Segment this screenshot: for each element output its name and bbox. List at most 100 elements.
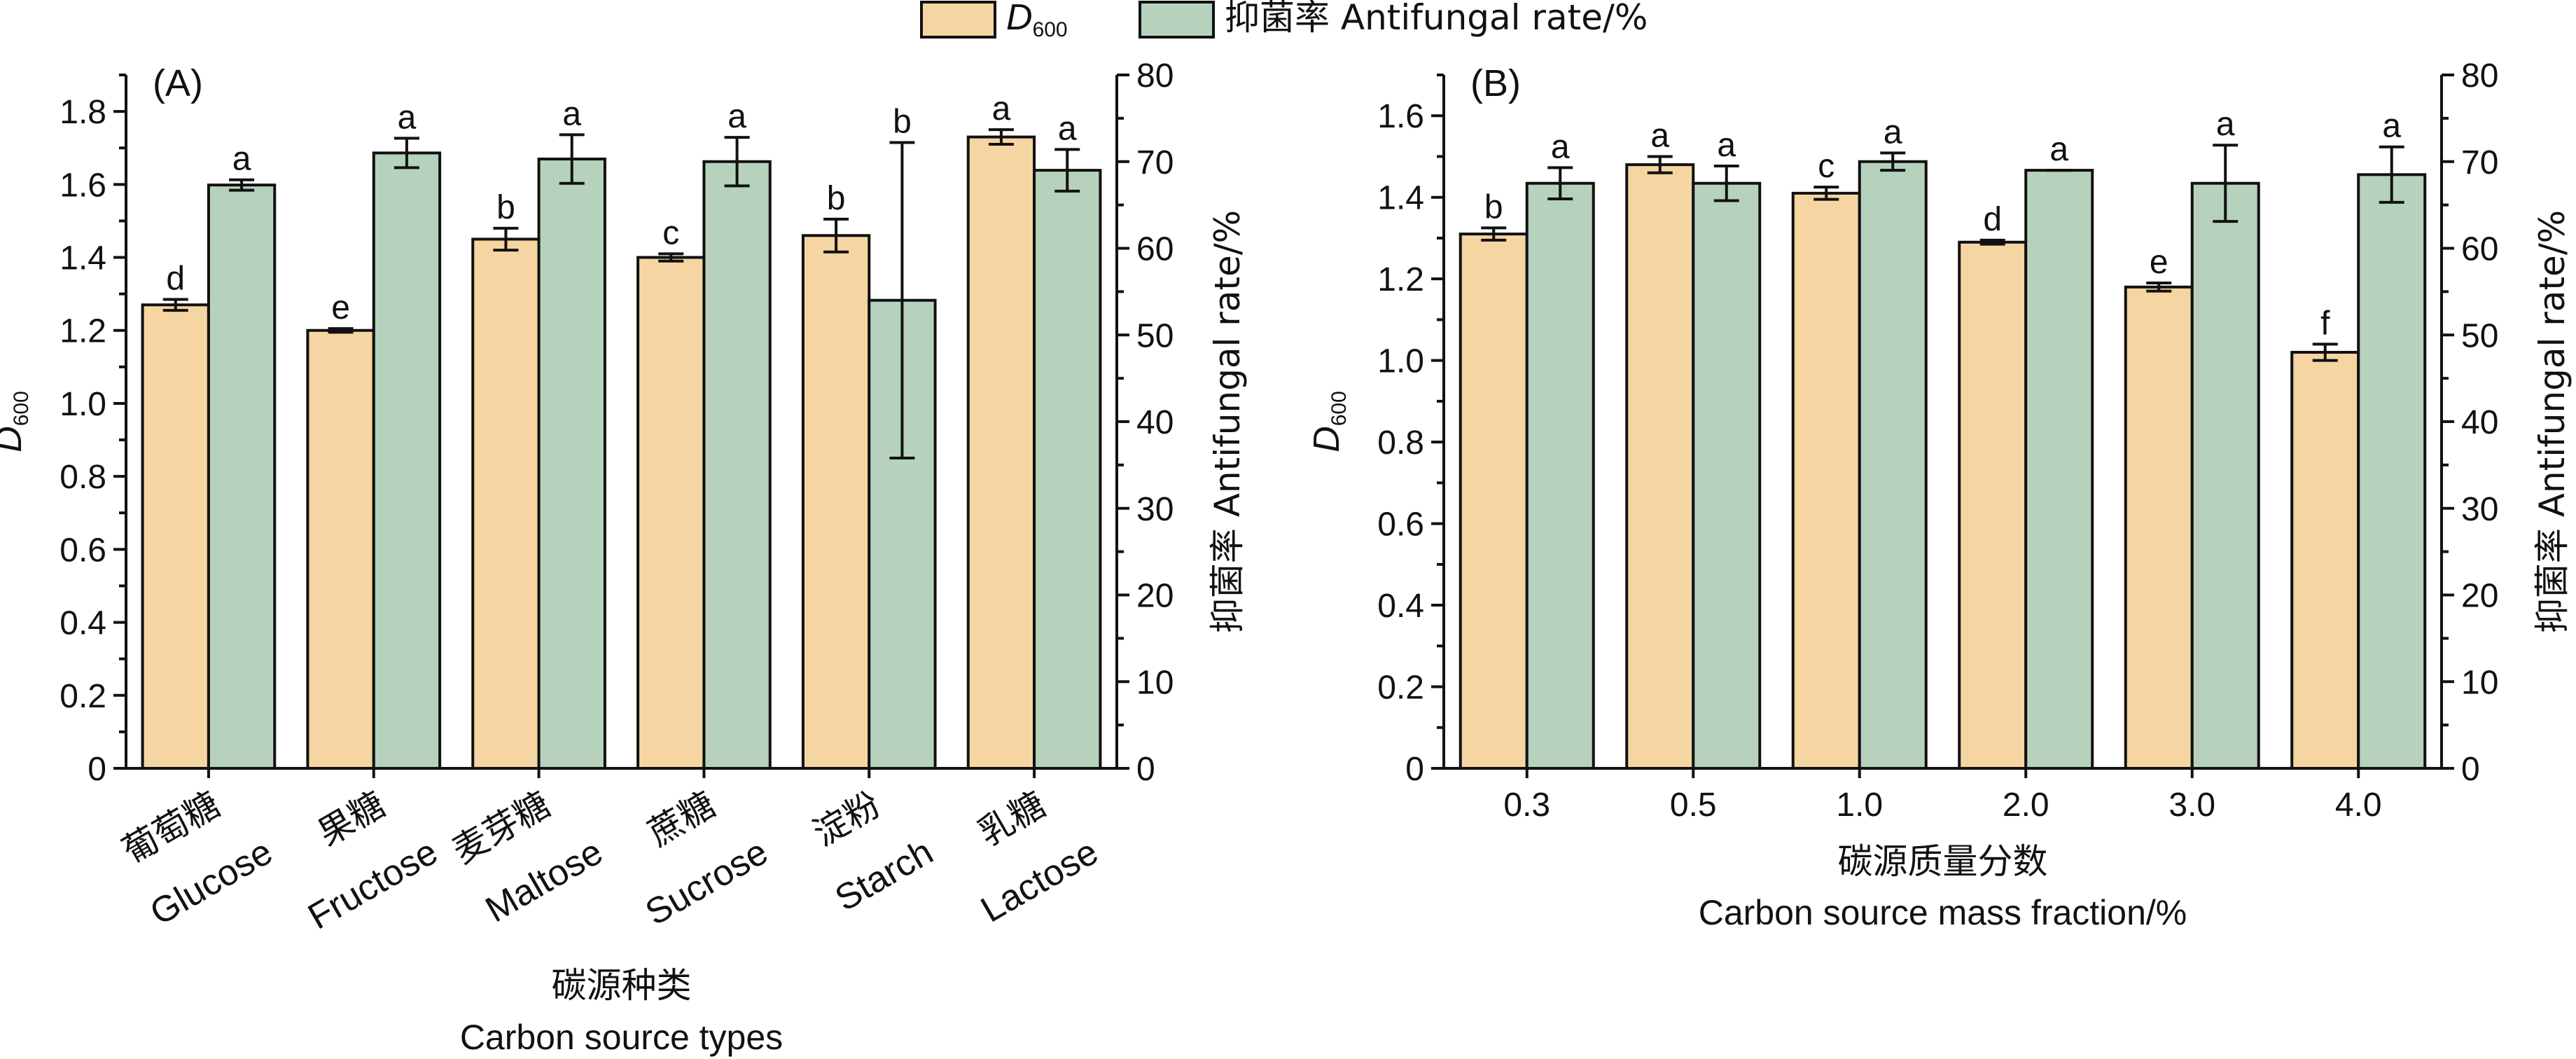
significance-letter: a (2216, 106, 2235, 143)
y-right-axis-label: 抑菌率 Antifungal rate/% (1207, 210, 1248, 633)
y-left-tick-label: 0.2 (1377, 670, 1424, 707)
error-bar-d600-4 (823, 217, 849, 254)
significance-letter: b (827, 180, 846, 217)
panel-a-chart: d e b c b a a a a a b a 0 0.2 0.4 0.6 0.8 1.0 1.2 1.4 1.6 1.8… (0, 57, 1248, 1057)
x-category-label-en: Starch (828, 831, 940, 919)
y-right-tick-label: 80 (1136, 57, 1174, 95)
y-right-tick-label: 40 (2461, 404, 2498, 441)
error-bar-antifungal-5 (1054, 148, 1080, 193)
error-bar-antifungal-2 (1880, 151, 1906, 172)
y-right-tick-label: 30 (2461, 491, 2498, 528)
legend: D600 抑菌率 Antifungal rate/% (920, 0, 1648, 41)
y-left-tick-label: 0.2 (60, 678, 106, 715)
y-right-tick-label: 0 (1136, 751, 1155, 788)
y-right-tick-label: 60 (1136, 231, 1174, 268)
y-right-axis-label: 抑菌率 Antifungal rate/% (2532, 210, 2572, 633)
bar-d600-3 (636, 256, 706, 770)
y-left-tick-label: 1.4 (60, 240, 106, 277)
bar-d600-5 (2290, 351, 2360, 770)
bar-antifungal-3 (702, 160, 772, 770)
y-right-tick-label: 50 (1136, 317, 1174, 354)
y-left-axis-subscript: 600 (1328, 391, 1351, 426)
x-category-label: 2.0 (2003, 787, 2049, 824)
bar-d600-1 (306, 328, 375, 770)
y-left-axis-label: D600 (1307, 391, 1351, 452)
x-axis-label-en: Carbon source types (460, 1018, 783, 1057)
y-left-tick-label: 1.8 (60, 94, 106, 131)
y-left-tick-label: 1.4 (1377, 180, 1424, 217)
bar-antifungal-4 (2190, 181, 2260, 770)
legend-label-antifungal: 抑菌率 Antifungal rate/% (1225, 0, 1648, 38)
bar-d600-1 (1625, 163, 1695, 770)
y-right-tick-label: 40 (1136, 404, 1174, 441)
bar-d600-0 (141, 303, 210, 770)
y-left-tick-label: 1.0 (60, 386, 106, 423)
significance-letter: d (1983, 201, 2002, 238)
y-right-tick-label: 20 (2461, 578, 2498, 615)
significance-letter: c (1818, 148, 1834, 185)
bar-d600-4 (2124, 285, 2194, 770)
y-left-tick-label: 0 (88, 751, 106, 788)
error-bar-antifungal-5 (2379, 145, 2404, 204)
significance-letter: a (727, 98, 746, 135)
bar-d600-0 (1458, 233, 1529, 770)
error-bar-antifungal-1 (394, 137, 419, 169)
bar-antifungal-2 (537, 158, 606, 770)
y-left-axis-subscript: 600 (10, 391, 33, 426)
y-right-tick-label: 30 (1136, 491, 1174, 528)
bar-d600-4 (801, 234, 871, 770)
error-bar-antifungal-3 (724, 136, 750, 188)
y-right-tick-label: 70 (1136, 144, 1174, 181)
panel-b-chart: b a c d e f a a a a a a 0 0.2 0.4 0.6 0.8 1.0 1.2 1.4 1.6 0 10… (1307, 57, 2572, 932)
error-bar-d600-2 (1813, 186, 1839, 201)
significance-letter: a (398, 99, 417, 136)
error-bar-d600-3 (1979, 238, 2005, 246)
significance-letter: a (1717, 127, 1736, 164)
x-axis-label-cn: 碳源种类 (552, 965, 692, 1006)
y-left-tick-label: 0.6 (60, 532, 106, 569)
y-left-tick-label: 0.6 (1377, 506, 1424, 544)
error-bar-antifungal-2 (559, 133, 585, 185)
significance-letter: a (562, 95, 581, 132)
x-category-label: 1.0 (1836, 787, 1883, 824)
error-bar-d600-5 (988, 128, 1014, 146)
y-right-tick-label: 10 (2461, 664, 2498, 701)
x-category-label-cn: 乳糖 (971, 784, 1052, 854)
error-bar-d600-0 (162, 298, 188, 312)
bar-antifungal-3 (2024, 169, 2094, 770)
error-bar-antifungal-0 (1547, 166, 1573, 200)
error-bar-d600-1 (328, 327, 354, 334)
y-left-axis-symbol: D (1307, 426, 1347, 452)
x-category-label-cn: 葡萄糖 (116, 784, 227, 871)
error-bar-d600-5 (2312, 342, 2338, 362)
bar-d600-3 (1958, 240, 2028, 770)
significance-letter: a (1058, 110, 1077, 147)
x-category-label: 0.5 (1670, 787, 1717, 824)
y-left-tick-label: 0.4 (1377, 588, 1424, 625)
x-category-label: 3.0 (2168, 787, 2215, 824)
bar-antifungal-1 (1692, 181, 1762, 770)
bar-d600-2 (471, 237, 541, 770)
y-left-tick-label: 1.0 (1377, 343, 1424, 380)
error-bar-d600-1 (1647, 155, 1673, 174)
x-category-label-cn: 果糖 (311, 784, 392, 854)
y-right-tick-label: 10 (1136, 664, 1174, 701)
legend-label-d600: D600 (1006, 0, 1068, 41)
legend-swatch-antifungal (1139, 1, 1215, 39)
significance-letter: e (2150, 244, 2168, 281)
significance-letter: c (662, 214, 679, 251)
significance-letter: b (893, 104, 912, 141)
error-bar-antifungal-1 (1713, 164, 1739, 202)
error-bar-d600-2 (493, 226, 519, 252)
y-right-tick-label: 60 (2461, 231, 2498, 268)
panel-label: (A) (153, 62, 203, 104)
y-left-axis-symbol: D (0, 426, 29, 452)
significance-letter: a (992, 90, 1011, 127)
bar-antifungal-5 (2357, 173, 2427, 770)
x-axis-label-en: Carbon source mass fraction/% (1699, 893, 2187, 932)
error-bar-antifungal-4 (2213, 144, 2239, 223)
x-axis-label-cn: 碳源质量分数 (1838, 841, 2048, 882)
bar-d600-2 (1791, 191, 1861, 770)
bar-antifungal-0 (1525, 181, 1595, 770)
y-left-tick-label: 0 (1405, 751, 1424, 788)
